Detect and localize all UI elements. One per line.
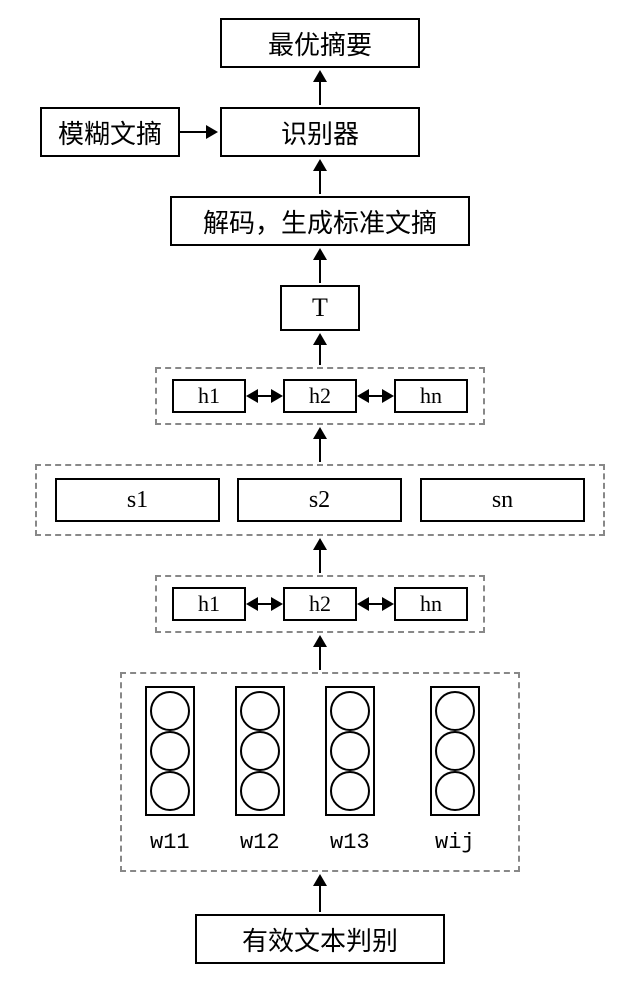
circle (435, 731, 475, 771)
node-T: T (280, 285, 360, 331)
node-s2: s2 (237, 478, 402, 522)
circle (150, 731, 190, 771)
label-s1: s1 (127, 487, 148, 514)
label-hn-upper: hn (420, 383, 442, 409)
circle (240, 731, 280, 771)
label-T: T (312, 293, 328, 323)
label-h2-upper: h2 (309, 383, 331, 409)
label-decode: 解码，生成标准文摘 (203, 203, 437, 240)
circle (150, 691, 190, 731)
circle (435, 691, 475, 731)
arrow (180, 131, 208, 133)
node-h1-upper: h1 (172, 379, 246, 413)
node-hn-lower: hn (394, 587, 468, 621)
arrow (319, 343, 321, 365)
label-fuzzy-abstract: 模糊文摘 (58, 114, 162, 151)
label-w13: w13 (330, 830, 370, 855)
label-h1-upper: h1 (198, 383, 220, 409)
node-fuzzy-abstract: 模糊文摘 (40, 107, 180, 157)
node-s1: s1 (55, 478, 220, 522)
node-sn: sn (420, 478, 585, 522)
arrowhead (357, 389, 369, 403)
circle (150, 771, 190, 811)
label-hn-lower: hn (420, 591, 442, 617)
label-valid-text: 有效文本判别 (242, 921, 398, 958)
label-wij: wij (435, 830, 475, 855)
arrowhead (313, 159, 327, 171)
node-decode: 解码，生成标准文摘 (170, 196, 470, 246)
arrowhead (271, 389, 283, 403)
label-h1-lower: h1 (198, 591, 220, 617)
label-w12: w12 (240, 830, 280, 855)
node-recognizer: 识别器 (220, 107, 420, 157)
label-optimal-summary: 最优摘要 (268, 25, 372, 62)
arrow (319, 80, 321, 105)
arrowhead (357, 597, 369, 611)
circle (330, 771, 370, 811)
arrowhead (271, 597, 283, 611)
arrowhead (313, 427, 327, 439)
circle (435, 771, 475, 811)
arrow (319, 258, 321, 283)
node-h2-lower: h2 (283, 587, 357, 621)
arrow (319, 884, 321, 912)
circle (240, 771, 280, 811)
arrowhead (313, 70, 327, 82)
arrowhead (206, 125, 218, 139)
arrowhead (246, 597, 258, 611)
node-h2-upper: h2 (283, 379, 357, 413)
arrowhead (313, 333, 327, 345)
arrowhead (313, 874, 327, 886)
arrow (319, 437, 321, 462)
label-h2-lower: h2 (309, 591, 331, 617)
arrowhead (246, 389, 258, 403)
arrowhead (382, 389, 394, 403)
node-hn-upper: hn (394, 379, 468, 413)
circle (240, 691, 280, 731)
arrowhead (313, 538, 327, 550)
circle (330, 691, 370, 731)
arrow (319, 548, 321, 573)
circle (330, 731, 370, 771)
arrowhead (382, 597, 394, 611)
node-optimal-summary: 最优摘要 (220, 18, 420, 68)
label-s2: s2 (309, 487, 330, 514)
label-recognizer: 识别器 (281, 114, 359, 151)
node-valid-text: 有效文本判别 (195, 914, 445, 964)
arrow (319, 169, 321, 194)
label-sn: sn (492, 487, 513, 514)
arrowhead (313, 248, 327, 260)
label-w11: w11 (150, 830, 190, 855)
arrowhead (313, 635, 327, 647)
node-h1-lower: h1 (172, 587, 246, 621)
arrow (319, 645, 321, 670)
